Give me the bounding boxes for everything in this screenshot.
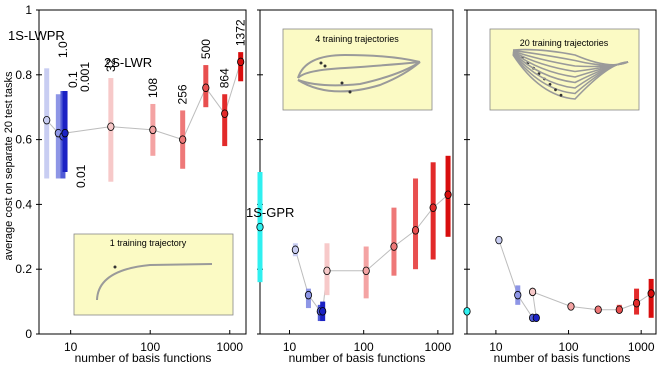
inset-panel-2: 4 training trajectories [282, 28, 433, 111]
error-bar-2s-lwr-p1 [222, 94, 228, 147]
x-tick-label-p1: 100 [140, 340, 160, 354]
inset-trajectory-2c [297, 61, 421, 93]
data-point-2s-lwr-p2 [444, 190, 452, 199]
x-axis-label-2: number of basis functions [289, 351, 426, 365]
x-tick-label-p3: 1000 [628, 340, 655, 354]
data-point-2s-lwr-p3 [528, 287, 537, 297]
data-point-2s-lwr-p1 [202, 83, 210, 92]
x-tick-label-p3: 10 [489, 340, 503, 354]
data-point-2s-lwr-p3 [632, 299, 641, 308]
lwpr-point-label: 0.1 [66, 71, 80, 88]
trend-line-p2 [294, 194, 449, 312]
data-point-2s-lwr-p2 [411, 226, 420, 235]
series-label-1s-lwpr: 1S-LWPR [8, 28, 65, 43]
data-point-2s-lwr-p2 [323, 266, 331, 276]
data-point-2s-lwr-p1 [237, 57, 245, 67]
inset-trajectory-2d [297, 61, 421, 87]
inset-panel-1: 1 training trajectory [73, 233, 234, 316]
inset-point-2b [323, 64, 327, 68]
data-point-2s-lwr-p3 [615, 305, 623, 314]
error-bar-2s-lwr-p3 [648, 278, 654, 318]
data-point-1s-lwpr-p2 [304, 290, 313, 300]
panel-frame-3 [466, 9, 657, 335]
data-point-2s-lwr-p1 [107, 122, 115, 131]
inset-point-2c [340, 81, 344, 85]
data-point-1s-gpr-p2 [256, 222, 264, 232]
data-point-2s-lwr-p1 [179, 135, 187, 144]
data-point-2s-lwr-p2 [390, 242, 398, 251]
inset-panel-3: 20 training trajectories [489, 28, 640, 111]
panel-frame-1 [38, 9, 247, 335]
x-tick-label-p1: 1000 [216, 340, 243, 354]
inset-title-1: 1 training trajectory [110, 238, 187, 248]
y-tick-label: 1 [25, 3, 32, 17]
data-point-2s-lwr-p1 [149, 125, 157, 135]
data-point-1s-lwpr-p1 [61, 128, 69, 138]
x-tick-label-p3: 100 [559, 340, 579, 354]
x-axis-label-1: number of basis functions [75, 351, 212, 365]
inset-box-1 [73, 233, 234, 316]
inset-point-2a [319, 61, 323, 65]
lwr-point-label: 256 [176, 84, 190, 104]
x-axis-label-3: number of basis functions [494, 351, 631, 365]
lwr-point-label: 500 [199, 39, 213, 59]
lwr-point-label: 864 [218, 68, 232, 88]
inset-point-3 [554, 88, 557, 92]
y-tick-label: 0.8 [15, 68, 32, 82]
data-point-1s-lwpr-p3 [514, 290, 522, 300]
inset-start-point-1 [113, 265, 117, 269]
inset-point-2d [348, 90, 352, 94]
error-bar-2s-lwr-p2 [391, 207, 397, 276]
lwpr-point-label: 1.0 [56, 41, 70, 58]
lwr-point-label: 1372 [234, 19, 248, 46]
inset-point-3 [548, 83, 552, 86]
data-point-1s-gpr-p3 [463, 307, 471, 316]
inset-trajectory-3 [512, 54, 629, 100]
inset-title-2: 4 training trajectories [315, 34, 399, 44]
data-point-2s-lwr-p2 [362, 266, 370, 276]
data-point-2s-lwr-p2 [429, 203, 437, 212]
x-tick-label-p2: 1000 [425, 340, 452, 354]
trend-line-p3 [498, 239, 652, 319]
data-point-2s-lwr-p3 [647, 289, 655, 298]
error-bar-2s-lwr-p2 [413, 178, 419, 270]
data-point-2s-lwr-p3 [567, 302, 575, 311]
x-tick-label-p2: 100 [354, 340, 374, 354]
x-tick-label-p1: 10 [64, 340, 78, 354]
y-tick-label: 0.6 [15, 133, 32, 147]
inset-point-3 [559, 93, 563, 97]
lwr-point-label: 108 [146, 78, 160, 98]
inset-trajectory-fan-3 [512, 48, 629, 100]
series-label-2s-lwr: 2S-LWR [104, 55, 152, 70]
y-axis-label: average cost on separate 20 test tasks [3, 71, 15, 260]
x-tick-label-p2: 10 [283, 340, 297, 354]
data-point-1s-lwpr-p1 [43, 115, 51, 125]
inset-trajectory-2a [297, 53, 421, 79]
y-tick-label: 0 [25, 327, 32, 341]
data-point-2s-lwr-p3 [594, 305, 602, 314]
lwpr-point-label: 0.01 [74, 164, 88, 188]
data-point-1s-lwpr-p2 [291, 245, 299, 254]
error-bar-2s-lwr-p1 [238, 52, 244, 82]
y-tick-label: 0.4 [15, 197, 32, 211]
inset-trajectory-2b [297, 61, 421, 79]
series-label-1s-gpr: 1S-GPR [246, 205, 294, 220]
data-point-1s-lwpr-p3 [532, 313, 540, 322]
y-tick-label: 0.2 [15, 262, 32, 276]
inset-title-3: 20 training trajectories [520, 38, 609, 48]
inset-trajectory-1 [96, 263, 213, 301]
lwpr-point-label: 0.001 [78, 62, 92, 92]
lwr-point-label: 32 [104, 58, 118, 72]
data-point-2s-lwr-p1 [221, 109, 229, 118]
data-point-1s-lwpr-p3 [495, 235, 503, 245]
data-point-1s-lwpr-p2 [319, 307, 327, 316]
